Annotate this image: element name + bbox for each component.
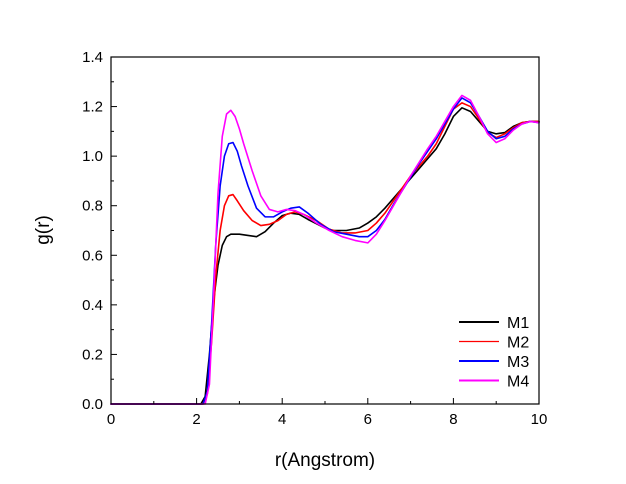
legend-label-m2: M2	[507, 335, 529, 352]
x-tick-label: 2	[192, 411, 200, 428]
x-tick-label: 6	[364, 411, 372, 428]
y-axis-title: g(r)	[33, 215, 54, 245]
y-tick-label: 0.0	[82, 396, 103, 413]
y-tick-label: 0.4	[82, 297, 103, 314]
series-line-m4	[110, 94, 540, 405]
y-tick-label: 1.2	[82, 99, 103, 116]
ticks-layer: 0 2 4 6 8 10 0.0 0.2 0.4 0.6 0.8 1.0 1.2 1.4	[82, 49, 547, 428]
x-tick-label: 10	[531, 411, 548, 428]
legend-label-m3: M3	[507, 354, 529, 371]
series-line-m1	[110, 107, 540, 405]
series-line-m2	[110, 102, 540, 405]
y-tick-label: 0.2	[82, 346, 103, 363]
legend-label-m4: M4	[507, 374, 529, 391]
y-tick-label: 1.4	[82, 49, 103, 66]
legend-label-m1: M1	[507, 315, 529, 332]
x-tick-label: 8	[449, 411, 457, 428]
y-tick-label: 0.6	[82, 247, 103, 264]
x-axis-title: r(Angstrom)	[275, 450, 375, 471]
x-tick-label: 0	[107, 411, 115, 428]
series-layer	[110, 94, 540, 405]
x-tick-label: 4	[278, 411, 286, 428]
legend: M1 M2 M3 M4	[459, 315, 529, 391]
y-tick-label: 0.8	[82, 198, 103, 215]
y-tick-label: 1.0	[82, 148, 103, 165]
